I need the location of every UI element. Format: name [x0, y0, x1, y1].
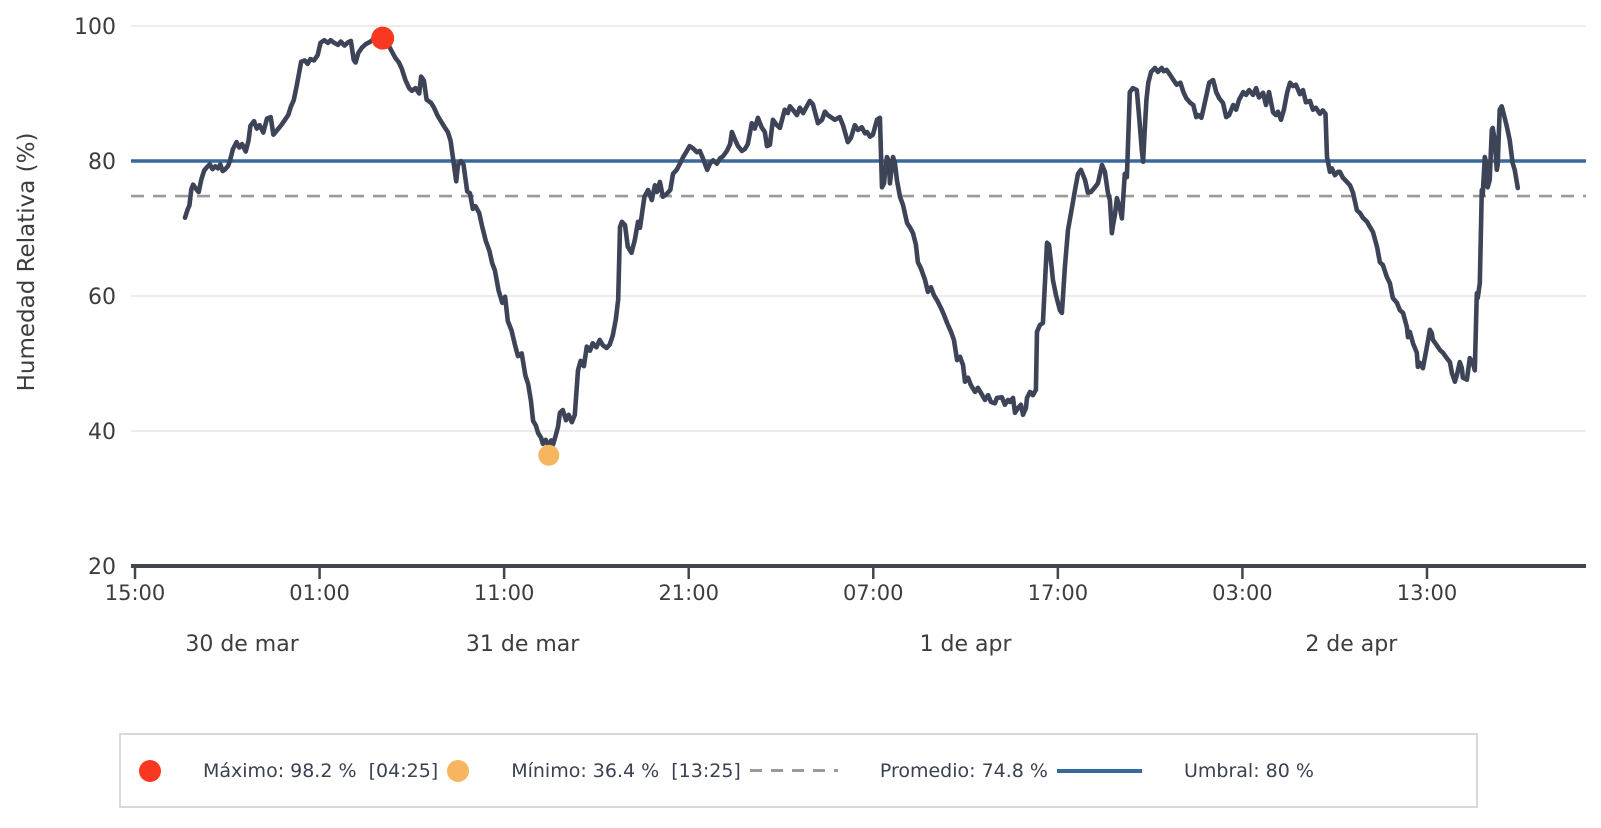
y-tick-label-20: 20 — [88, 555, 116, 580]
legend-item-label-umbral: Umbral: 80 % — [1183, 759, 1314, 782]
maximo-dot-icon — [139, 759, 161, 782]
legend-item-label-promedio: Promedio: 74.8 % — [879, 759, 1048, 782]
x-tick-label-03:00: 03:00 — [1212, 581, 1273, 605]
x-date-label: 1 de apr — [920, 632, 1013, 657]
promedio-line-sample — [749, 769, 838, 772]
y-tick-label-100: 100 — [74, 15, 116, 40]
legend-item-promedio: Promedio: 74.8 % — [749, 759, 1048, 782]
x-tick-label-21:00: 21:00 — [658, 581, 719, 605]
y-tick-label-80: 80 — [88, 150, 116, 175]
x-tick-label-13:00: 13:00 — [1397, 581, 1458, 605]
legend-item-minimo: Mínimo: 36.4 % [13:25] — [447, 759, 741, 782]
x-tick-label-15:00: 15:00 — [105, 581, 166, 605]
y-axis-title: Humedad Relativa (%) — [14, 133, 40, 392]
max-point-marker — [371, 26, 395, 50]
x-date-label: 2 de apr — [1305, 632, 1398, 657]
legend-item-label-maximo: Máximo: 98.2 % [04:25] — [203, 759, 439, 782]
x-date-label: 30 de mar — [185, 632, 299, 657]
x-date-label: 31 de mar — [466, 632, 580, 657]
x-tick-label-07:00: 07:00 — [843, 581, 904, 605]
minimo-dot-icon — [447, 759, 470, 782]
x-tick-label-11:00: 11:00 — [474, 581, 535, 605]
legend-item-label-minimo: Mínimo: 36.4 % [13:25] — [511, 759, 741, 782]
chart-legend: Máximo: 98.2 % [04:25] Mínimo: 36.4 % [13… — [119, 733, 1478, 808]
legend-item-umbral: Umbral: 80 % — [1056, 759, 1314, 782]
x-tick-label-01:00: 01:00 — [289, 581, 350, 605]
humidity-series-line — [182, 35, 1521, 449]
min-point-marker — [538, 444, 560, 466]
y-tick-label-40: 40 — [88, 420, 116, 445]
y-tick-label-60: 60 — [88, 285, 116, 310]
umbral-line-sample — [1056, 768, 1142, 773]
humidity-chart: 15:00 01:00 11:00 21:00 07:00 17:00 03:00 13:00… — [14, 15, 1586, 657]
x-tick-label-17:00: 17:00 — [1028, 581, 1089, 605]
legend-item-maximo: Máximo: 98.2 % [04:25] — [139, 759, 439, 782]
